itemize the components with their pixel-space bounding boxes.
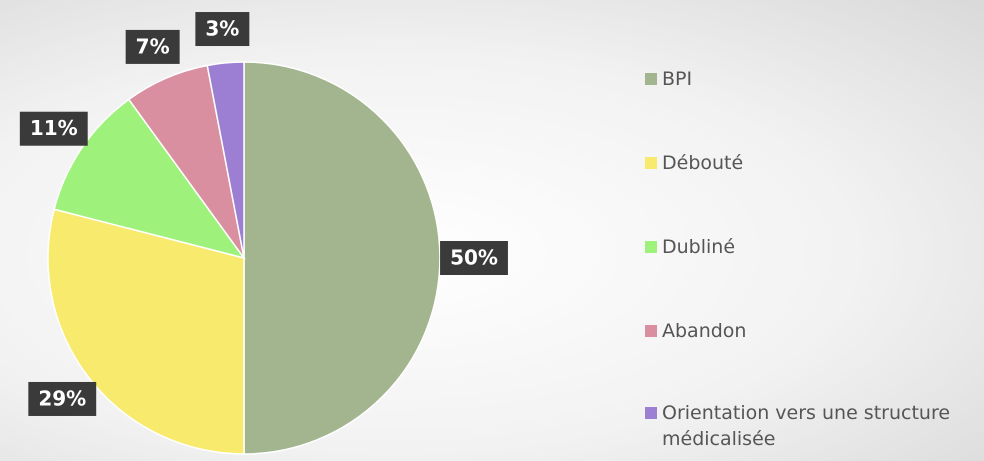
data-label-box	[19, 111, 88, 146]
legend-swatch	[645, 157, 657, 169]
data-label: 3%	[195, 12, 250, 47]
data-label-box	[125, 29, 180, 64]
legend-label: BPI	[662, 68, 693, 90]
legend-label: Dubliné	[662, 236, 736, 258]
data-label: 29%	[28, 381, 97, 416]
data-label: 50%	[440, 241, 508, 275]
legend-swatch	[645, 407, 657, 419]
pie-slice	[47, 208, 245, 455]
pie-slice	[53, 98, 246, 260]
legend-swatch	[645, 325, 657, 337]
legend-item: Orientation vers une structure médicalis…	[645, 400, 980, 452]
data-label-box	[28, 381, 97, 416]
legend-item: BPI	[645, 66, 980, 92]
legend-item: Débouté	[645, 150, 980, 176]
legend-swatch	[645, 73, 657, 85]
legend-label: Orientation vers une structure médicalis…	[662, 402, 951, 450]
legend-item: Abandon	[645, 318, 980, 344]
data-label-text: 7%	[136, 34, 170, 58]
data-label-text: 29%	[38, 386, 86, 410]
data-label: 11%	[19, 111, 88, 146]
legend-item: Dubliné	[645, 234, 980, 260]
data-label-text: 11%	[30, 116, 78, 140]
data-label-text: 3%	[205, 17, 239, 41]
data-label-box	[195, 12, 250, 47]
data-label-box	[440, 241, 508, 275]
legend-label: Abandon	[662, 320, 747, 342]
pie-slice	[206, 61, 245, 259]
legend-label: Débouté	[662, 152, 744, 174]
pie-slice	[243, 61, 441, 455]
data-label: 7%	[125, 29, 180, 64]
legend-swatch	[645, 241, 657, 253]
data-label-text: 50%	[450, 246, 498, 270]
